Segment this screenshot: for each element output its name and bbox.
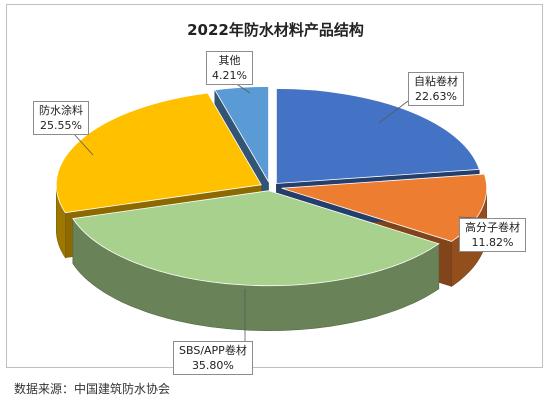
slice-2-top	[72, 190, 440, 287]
label-sbs-name: SBS/APP卷材	[179, 344, 247, 357]
data-source: 数据来源：中国建筑防水协会	[14, 382, 171, 396]
label-zinian: 自粘卷材 22.63%	[408, 72, 464, 106]
label-gaofenzi: 高分子卷材 11.82%	[459, 218, 526, 252]
slice-1-top	[281, 173, 488, 242]
chart-frame: 2022年防水材料产品结构 自粘卷材 22.63% 高分子卷材 11.82% S…	[6, 4, 543, 375]
leader-line-3	[72, 132, 94, 156]
label-gaofenzi-value: 11.82%	[471, 236, 514, 249]
label-zinian-value: 22.63%	[415, 90, 457, 103]
label-tuliao: 防水涂料 25.55%	[33, 101, 89, 135]
leader-line-1	[458, 216, 478, 219]
label-tuliao-value: 25.55%	[40, 119, 82, 132]
label-qita-value: 4.21%	[212, 69, 247, 82]
label-qita: 其他 4.21%	[206, 51, 253, 85]
slice-3-top	[55, 92, 262, 214]
label-sbs-value: 35.80%	[191, 359, 234, 372]
leader-line-0	[378, 100, 409, 124]
pie-tops	[55, 86, 488, 287]
label-gaofenzi-name: 高分子卷材	[465, 221, 520, 234]
label-qita-name: 其他	[218, 54, 241, 67]
pie-chart	[55, 82, 488, 341]
label-sbs: SBS/APP卷材 35.80%	[173, 341, 253, 375]
label-tuliao-name: 防水涂料	[39, 104, 83, 117]
chart-title: 2022年防水材料产品结构	[187, 21, 364, 39]
slice-0-top	[276, 88, 480, 184]
label-zinian-name: 自粘卷材	[414, 75, 458, 88]
